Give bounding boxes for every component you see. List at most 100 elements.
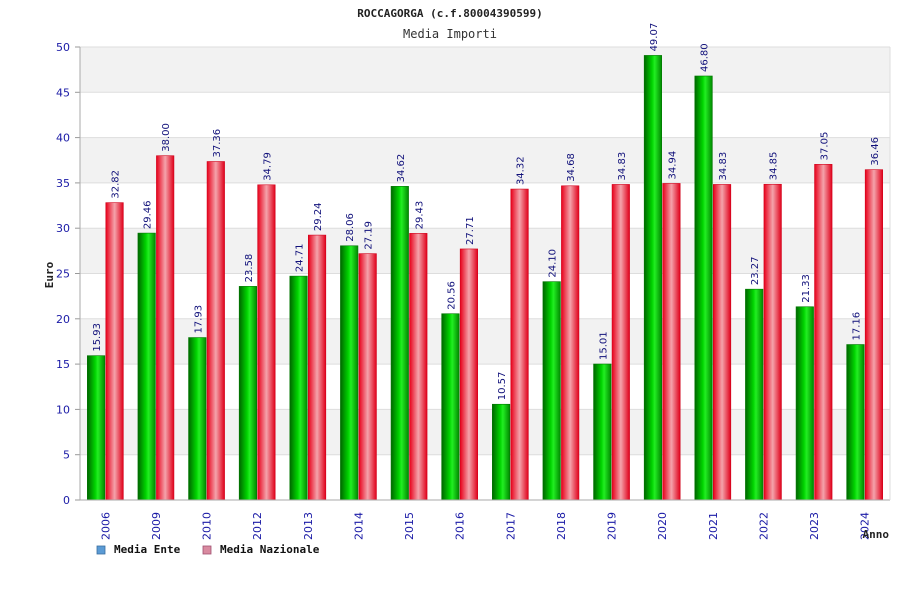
axes: 0 5 10 15 20 25 30 35 40 45 50 2006 2009 2010 2012 2013… <box>56 41 891 540</box>
data-label: 27.19 <box>364 221 375 250</box>
bar-media-ente-2022 <box>745 288 764 501</box>
x-axis-label: Anno <box>863 528 890 541</box>
y-tick-label: 50 <box>56 41 70 54</box>
data-label: 28.06 <box>345 213 356 242</box>
data-label: 46.80 <box>700 43 711 72</box>
x-tick-label: 2012 <box>251 512 264 540</box>
y-tick-label: 45 <box>56 86 70 99</box>
data-label: 38.00 <box>161 123 172 152</box>
y-tick-label: 5 <box>63 449 70 462</box>
bar-media-nazionale-2019 <box>611 184 630 501</box>
data-label: 24.71 <box>295 243 306 272</box>
legend: Media Ente Media Nazionale <box>96 543 320 556</box>
x-tick-label: 2013 <box>302 512 315 540</box>
bar-media-ente-2017 <box>492 403 511 501</box>
bar-media-ente-2023 <box>795 306 814 501</box>
bar-media-ente-2014 <box>340 245 359 501</box>
data-label: 36.46 <box>870 137 881 166</box>
data-label: 34.83 <box>617 152 628 181</box>
bar-media-ente-2013 <box>289 275 308 501</box>
bar-media-nazionale-2024 <box>864 169 883 501</box>
x-tick-label: 2015 <box>403 512 416 540</box>
bar-media-nazionale-2010 <box>206 161 225 501</box>
bars: 15.93 32.82 29.46 38.00 17.93 37.36 23.58 34.79… <box>87 23 883 501</box>
bar-media-ente-2006 <box>87 355 106 501</box>
data-label: 34.83 <box>718 152 729 181</box>
data-label: 21.33 <box>801 274 812 303</box>
y-tick-label: 15 <box>56 358 70 371</box>
x-tick-label: 2023 <box>808 512 821 540</box>
x-tick-label: 2006 <box>99 512 112 540</box>
bar-media-ente-2015 <box>390 186 409 501</box>
legend-swatch-series-2 <box>202 545 212 555</box>
bar-media-nazionale-2021 <box>713 184 732 501</box>
bar-media-ente-2010 <box>188 337 207 501</box>
legend-label-series-2: Media Nazionale <box>220 543 320 556</box>
data-label: 34.94 <box>667 151 678 180</box>
x-tick-label: 2016 <box>454 512 467 540</box>
y-tick-label: 30 <box>56 222 70 235</box>
x-tick-label: 2024 <box>859 512 872 540</box>
bar-media-nazionale-2017 <box>510 188 529 501</box>
bar-media-nazionale-2020 <box>662 183 681 501</box>
bar-media-nazionale-2016 <box>459 248 478 501</box>
chart-subtitle: Media Importi <box>403 27 497 41</box>
y-tick-label: 10 <box>56 403 70 416</box>
bar-media-ente-2021 <box>694 75 713 501</box>
data-label: 37.36 <box>212 129 223 158</box>
data-label: 10.57 <box>497 372 508 401</box>
y-tick-label: 20 <box>56 313 70 326</box>
x-tick-label: 2014 <box>352 512 365 540</box>
data-label: 23.58 <box>244 254 255 283</box>
bar-media-ente-2024 <box>846 344 865 501</box>
x-tick-label: 2018 <box>555 512 568 540</box>
bar-media-nazionale-2012 <box>257 184 276 501</box>
data-label: 37.05 <box>819 132 830 161</box>
bar-media-ente-2020 <box>643 55 662 501</box>
x-tick-label: 2020 <box>656 512 669 540</box>
bar-media-ente-2016 <box>441 313 460 501</box>
bar-media-nazionale-2015 <box>409 233 428 501</box>
x-tick-label: 2019 <box>606 512 619 540</box>
data-label: 29.46 <box>143 200 154 229</box>
bar-media-ente-2018 <box>542 281 561 501</box>
bar-media-ente-2012 <box>238 286 257 501</box>
y-tick-label: 0 <box>63 494 70 507</box>
y-axis-label: Euro <box>43 261 56 288</box>
data-label: 27.71 <box>465 216 476 245</box>
data-label: 15.01 <box>598 331 609 360</box>
data-label: 34.85 <box>769 152 780 181</box>
bar-media-nazionale-2013 <box>308 234 327 501</box>
chart-title: ROCCAGORGA (c.f.80004390599) <box>357 7 542 20</box>
data-label: 23.27 <box>750 257 761 286</box>
data-label: 34.32 <box>516 156 527 185</box>
bar-media-nazionale-2006 <box>105 202 124 501</box>
x-tick-label: 2010 <box>201 512 214 540</box>
bar-media-nazionale-2014 <box>358 253 377 501</box>
bar-media-ente-2009 <box>137 232 156 501</box>
data-label: 34.62 <box>396 154 407 183</box>
x-tick-label: 2021 <box>707 512 720 540</box>
data-label: 17.16 <box>851 312 862 341</box>
bar-media-nazionale-2022 <box>763 183 782 501</box>
plot-band <box>80 47 890 93</box>
y-tick-label: 25 <box>56 268 70 281</box>
x-tick-label: 2017 <box>504 512 517 540</box>
bar-media-nazionale-2023 <box>814 164 833 501</box>
legend-swatch-series-1 <box>96 545 106 555</box>
plot-band <box>80 92 890 138</box>
data-label: 32.82 <box>111 170 122 199</box>
data-label: 15.93 <box>92 323 103 352</box>
y-tick-label: 40 <box>56 132 70 145</box>
bar-media-ente-2019 <box>593 363 612 501</box>
bar-media-nazionale-2018 <box>561 185 580 501</box>
data-label: 34.79 <box>262 152 273 181</box>
data-label: 29.24 <box>313 202 324 231</box>
legend-label-series-1: Media Ente <box>114 543 181 556</box>
data-label: 34.68 <box>566 153 577 182</box>
data-label: 20.56 <box>446 281 457 310</box>
data-label: 49.07 <box>649 23 660 52</box>
y-tick-label: 35 <box>56 177 70 190</box>
data-label: 29.43 <box>414 201 425 230</box>
